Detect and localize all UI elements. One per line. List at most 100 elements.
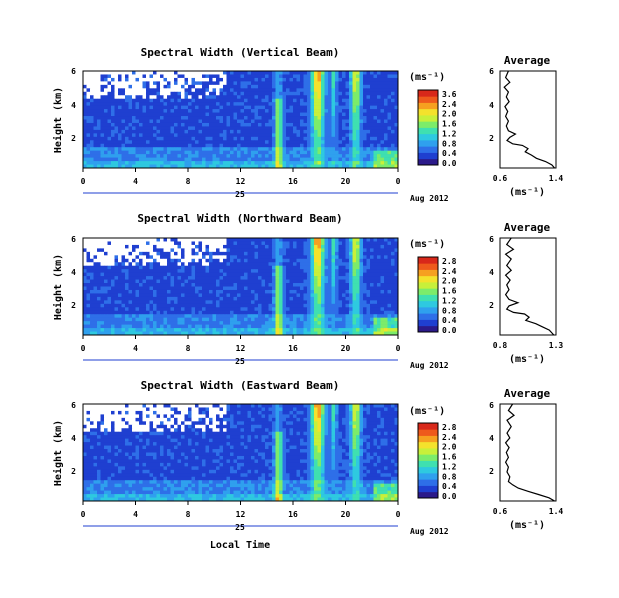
heatmap-cell — [289, 74, 294, 79]
heatmap-cell — [216, 317, 220, 322]
heatmap-cell — [289, 164, 294, 169]
heatmap-cell — [293, 276, 297, 280]
heatmap-cell — [209, 314, 213, 318]
heatmap-cell — [258, 317, 262, 322]
heatmap-cell — [384, 140, 388, 145]
heatmap-cell — [202, 248, 206, 253]
heatmap-cell — [212, 296, 217, 301]
heatmap-cell — [282, 307, 287, 312]
heatmap-cell — [303, 248, 308, 253]
heatmap-cell — [177, 116, 182, 120]
heatmap-cell — [135, 102, 140, 106]
heatmap-cell — [195, 98, 199, 103]
heatmap-cell — [356, 140, 360, 145]
heatmap-cell — [275, 105, 280, 110]
heatmap-cell — [391, 317, 395, 322]
heatmap-cell — [160, 265, 164, 270]
heatmap-cell — [97, 286, 101, 291]
heatmap-cell — [181, 238, 185, 242]
heatmap-cell — [370, 241, 374, 246]
heatmap-cell — [128, 289, 133, 294]
heatmap-cell — [289, 258, 294, 263]
heatmap-cell — [177, 102, 182, 106]
heatmap-cell — [296, 276, 301, 280]
heatmap-cell — [286, 269, 290, 273]
heatmap-cell — [191, 84, 196, 89]
heatmap-cell — [384, 81, 388, 86]
heatmap-cell — [100, 321, 105, 325]
heatmap-cell — [258, 161, 262, 165]
heatmap-cell — [303, 314, 308, 318]
heatmap-cell — [223, 126, 227, 131]
heatmap-cell — [261, 244, 266, 249]
heatmap-cell — [254, 255, 259, 260]
heatmap-cell — [174, 258, 178, 263]
heatmap-cell — [216, 307, 220, 312]
heatmap-cell — [209, 317, 213, 322]
heatmap-cell — [153, 112, 157, 117]
heatmap-cell — [321, 328, 325, 332]
heatmap-cell — [135, 81, 140, 86]
heatmap-cell — [202, 276, 206, 280]
heatmap-cell — [195, 157, 199, 162]
heatmap-cell — [153, 255, 157, 260]
heatmap-cell — [314, 136, 318, 141]
heatmap-cell — [86, 157, 91, 162]
heatmap-cell — [244, 286, 248, 291]
heatmap-cell — [198, 296, 203, 301]
heatmap-cell — [265, 258, 269, 263]
heatmap-cell — [139, 102, 143, 106]
heatmap-cell — [380, 314, 385, 318]
heatmap-cell — [181, 105, 185, 110]
heatmap-cell — [317, 98, 322, 103]
heatmap-cell — [254, 317, 259, 322]
heatmap-cell — [93, 289, 98, 294]
heatmap-cell — [191, 77, 196, 82]
heatmap-cell — [282, 140, 287, 145]
heatmap-cell — [261, 321, 266, 325]
heatmap-cell — [265, 116, 269, 120]
heatmap-cell — [286, 303, 290, 308]
heatmap-cell — [181, 147, 185, 151]
heatmap-cell — [97, 157, 101, 162]
heatmap-cell — [90, 105, 94, 110]
heatmap-cell — [286, 84, 290, 89]
heatmap-cell — [114, 244, 119, 249]
heatmap-cell — [153, 150, 157, 155]
heatmap-cell — [118, 126, 122, 131]
heatmap-cell — [226, 98, 231, 103]
heatmap-cell — [181, 140, 185, 145]
heatmap-cell — [205, 265, 210, 270]
heatmap-cell — [216, 303, 220, 308]
heatmap-cell — [328, 244, 332, 249]
colorbar-tick: 0.0 — [442, 159, 457, 168]
heatmap-cell — [184, 71, 189, 75]
heatmap-cell — [331, 133, 336, 138]
heatmap-cell — [307, 279, 311, 284]
heatmap-cell — [223, 147, 227, 151]
heatmap-cell — [314, 279, 318, 284]
heatmap-cell — [338, 105, 343, 110]
heatmap-cell — [237, 265, 241, 270]
heatmap-cell — [310, 77, 315, 82]
heatmap-cell — [317, 283, 322, 287]
heatmap-cell — [303, 255, 308, 260]
heatmap-cell — [93, 307, 98, 312]
heatmap-cell — [370, 317, 374, 322]
heatmap-cell — [111, 317, 115, 322]
heatmap-cell — [244, 140, 248, 145]
heatmap-cell — [90, 283, 94, 287]
heatmap-cell — [279, 105, 283, 110]
heatmap-cell — [370, 265, 374, 270]
heatmap-cell — [205, 262, 210, 267]
heatmap-cell — [184, 88, 189, 93]
heatmap-cell — [377, 164, 381, 169]
heatmap-cell — [359, 251, 364, 256]
heatmap-cell — [226, 112, 231, 117]
heatmap-cell — [181, 279, 185, 284]
heatmap-cell — [384, 84, 388, 89]
heatmap-cell — [125, 91, 129, 96]
heatmap-cell — [104, 164, 108, 169]
heatmap-cell — [233, 147, 238, 151]
heatmap-cell — [216, 238, 220, 242]
